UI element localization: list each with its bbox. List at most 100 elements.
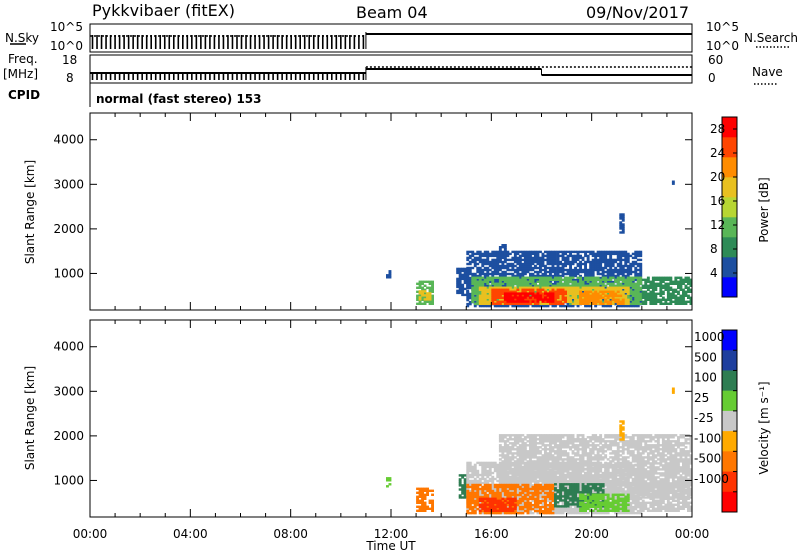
power-cell [596, 250, 600, 254]
power-cell [541, 304, 545, 308]
power-cell [476, 276, 480, 279]
power-cell [461, 277, 465, 281]
power-cell [523, 282, 527, 285]
power-cell [498, 302, 502, 305]
power-cell [619, 264, 623, 268]
vel-cell [534, 475, 537, 479]
vel-cell [421, 509, 424, 512]
power-cell [621, 274, 625, 278]
power-cell [518, 268, 522, 272]
power-cell [576, 264, 580, 268]
power-cell [501, 266, 505, 270]
power-cell [586, 296, 590, 299]
power-cell [589, 290, 593, 293]
power-cell [511, 292, 515, 295]
power-cell [463, 273, 467, 277]
power-cell [501, 290, 505, 293]
power-cell [483, 286, 487, 289]
vel-cell [591, 479, 595, 483]
vel-cell [536, 467, 540, 471]
power-cell [589, 296, 593, 299]
power-cell [574, 292, 577, 295]
power-cell [491, 298, 495, 301]
power-cell [576, 252, 580, 256]
power-cell [689, 290, 693, 293]
power-cell [521, 290, 525, 293]
power-cell [483, 260, 487, 264]
power-cell [541, 256, 545, 260]
power-cell [644, 292, 648, 295]
power-cell [418, 296, 422, 299]
power-cell [569, 296, 572, 299]
power-cell [506, 276, 510, 279]
power-cell [468, 286, 472, 290]
power-cell [616, 262, 620, 266]
power-cell [626, 298, 630, 301]
power-cell [478, 256, 482, 260]
power-cell [481, 286, 485, 289]
power-cell [687, 300, 690, 303]
vel-cell [386, 477, 389, 480]
vel-cell [574, 505, 577, 509]
power-cell [604, 292, 608, 295]
vel-cell [423, 495, 427, 498]
power-cell [626, 286, 630, 289]
power-cell [646, 294, 650, 297]
power-cell [544, 264, 547, 268]
power-cell [546, 250, 550, 254]
vel-cell [596, 507, 600, 511]
power-cell [521, 284, 525, 287]
power-cell [621, 272, 625, 276]
power-cell [639, 266, 643, 270]
power-cell [521, 280, 525, 283]
power-cell [601, 276, 605, 279]
power-cell [579, 266, 582, 270]
power-cell [596, 270, 600, 274]
power-cell [498, 304, 502, 308]
power-cell [639, 300, 643, 304]
vel-cell [491, 475, 495, 479]
power-cell [503, 244, 507, 247]
power-cell [386, 274, 389, 277]
power-cell [483, 284, 487, 288]
power-cell [636, 262, 640, 266]
power-cell [488, 268, 492, 272]
power-cell [456, 279, 460, 283]
power-cell [601, 254, 605, 258]
power-cell [501, 282, 505, 285]
power-cell [574, 300, 577, 303]
power-cell [589, 284, 593, 287]
power-cell [539, 288, 542, 291]
power-cell [619, 231, 623, 234]
power-cell [624, 290, 628, 293]
power-cell [508, 286, 512, 289]
power-cell [471, 266, 475, 270]
power-cell [616, 284, 620, 287]
vel-cell [523, 499, 527, 503]
power-cell [478, 266, 482, 270]
vel-cell [604, 497, 608, 501]
power-cell [616, 274, 620, 278]
vel-cell [386, 485, 389, 488]
power-cell [541, 272, 545, 276]
power-cell [636, 300, 640, 303]
vel-cell [466, 473, 470, 477]
power-cell [671, 296, 675, 299]
power-cell [644, 282, 648, 285]
power-cell [689, 284, 693, 287]
power-cell [534, 264, 537, 268]
vel-cell [468, 481, 472, 485]
power-cell [571, 276, 575, 279]
power-cell [516, 262, 520, 266]
power-cell [541, 254, 545, 258]
power-cell [584, 264, 587, 268]
power-cell [626, 256, 630, 260]
power-cell [468, 300, 472, 304]
power-cell [529, 284, 532, 287]
power-cell [478, 278, 482, 281]
power-cell [629, 276, 633, 279]
power-cell [518, 282, 522, 285]
power-cell [569, 288, 572, 291]
power-cell [569, 300, 572, 303]
vel-cell [536, 511, 540, 515]
